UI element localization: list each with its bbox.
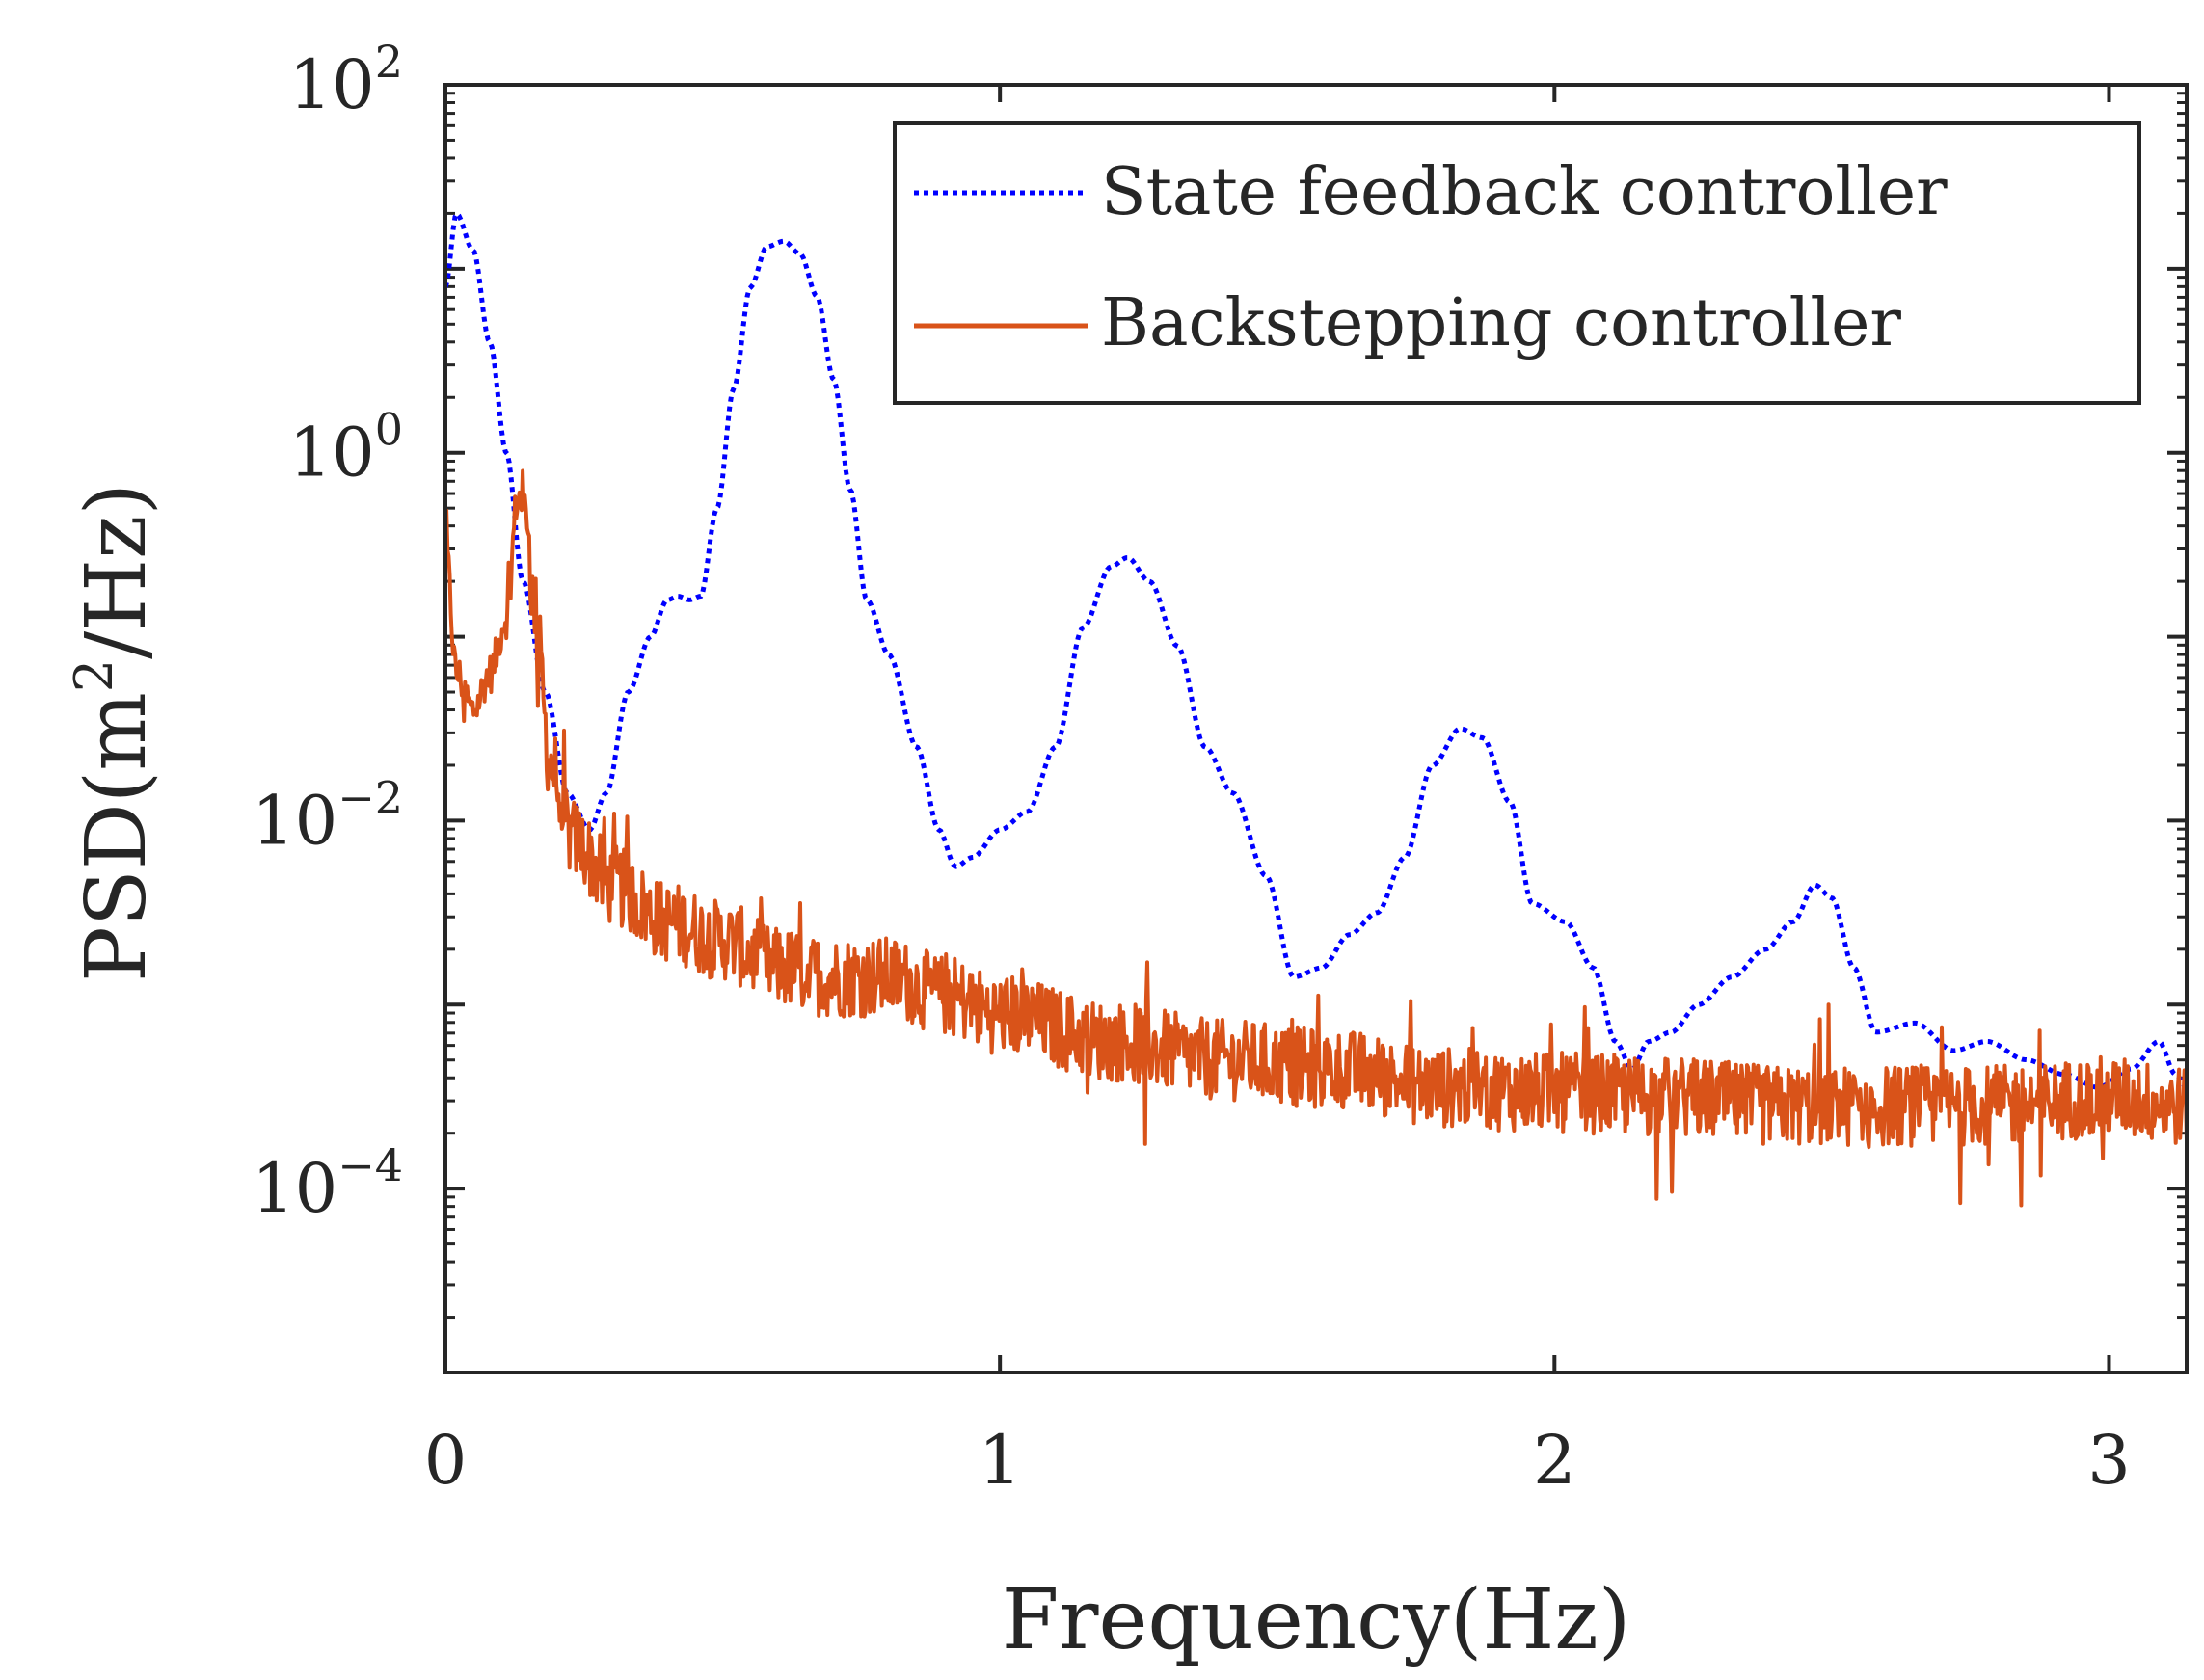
y-tick-label-exponent: 0 xyxy=(375,404,403,456)
legend: State feedback controller Backstepping c… xyxy=(893,121,2141,405)
x-tick-label: 3 xyxy=(2087,1421,2131,1500)
y-axis-title-prefix: PSD(m xyxy=(68,692,165,982)
y-tick-label: 10−4 xyxy=(252,1139,403,1228)
x-axis-ticks: 0 1 2 3 xyxy=(424,85,2131,1500)
y-tick-label-exponent: −4 xyxy=(337,1139,403,1191)
y-tick-label-base: 10 xyxy=(252,1149,337,1228)
y-tick-label-base: 10 xyxy=(289,45,375,124)
legend-label-state-feedback: State feedback controller xyxy=(1101,154,1948,230)
legend-label-backstepping: Backstepping controller xyxy=(1101,285,1901,361)
y-tick-label: 102 xyxy=(289,36,403,124)
x-axis-title: Frequency(Hz) xyxy=(1002,1572,1631,1668)
y-tick-label-base: 10 xyxy=(289,413,375,493)
legend-box xyxy=(893,121,2141,405)
series-line-backstepping xyxy=(445,468,2187,1208)
y-axis-title: PSD(m2/Hz) xyxy=(64,483,165,982)
series-line-state-feedback xyxy=(445,209,2187,1090)
y-axis-title-suffix: /Hz) xyxy=(68,483,165,659)
y-axis-title-superscript: 2 xyxy=(64,659,124,692)
y-tick-label-base: 10 xyxy=(252,781,337,860)
y-tick-label-exponent: 2 xyxy=(375,36,403,88)
x-tick-label: 2 xyxy=(1533,1421,1576,1500)
x-tick-label: 0 xyxy=(424,1421,468,1500)
y-tick-label: 10−2 xyxy=(252,771,403,860)
plot-frame xyxy=(443,83,2189,1374)
x-tick-label: 1 xyxy=(979,1421,1022,1500)
y-tick-label-exponent: −2 xyxy=(337,771,403,823)
y-tick-label: 100 xyxy=(289,404,403,493)
